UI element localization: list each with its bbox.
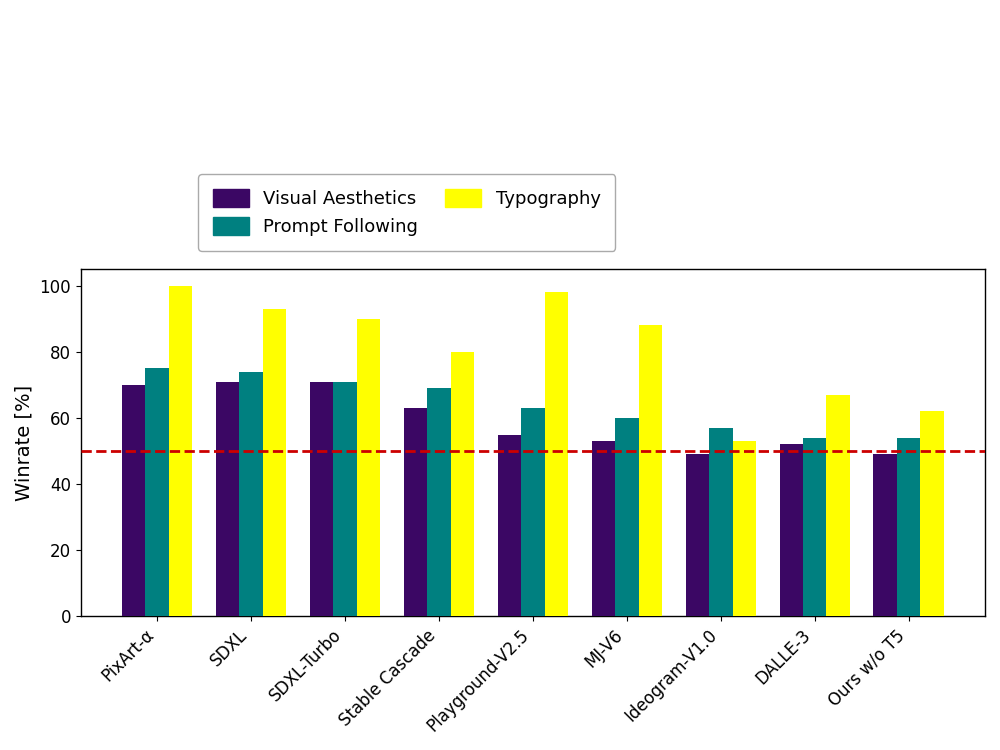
Bar bbox=[615, 418, 639, 616]
Bar bbox=[145, 368, 169, 616]
Bar bbox=[592, 441, 615, 616]
Bar bbox=[803, 438, 826, 616]
Bar bbox=[873, 454, 897, 616]
Bar bbox=[239, 372, 263, 616]
Bar bbox=[263, 309, 286, 616]
Bar bbox=[639, 326, 662, 616]
Bar bbox=[404, 408, 427, 616]
Bar bbox=[826, 394, 850, 616]
Bar bbox=[709, 428, 733, 616]
Legend: Visual Aesthetics, Prompt Following, Typography, : Visual Aesthetics, Prompt Following, Typ… bbox=[198, 174, 615, 250]
Bar bbox=[897, 438, 920, 616]
Bar bbox=[216, 382, 239, 616]
Bar bbox=[310, 382, 333, 616]
Bar bbox=[498, 434, 521, 616]
Bar bbox=[733, 441, 756, 616]
Bar bbox=[122, 385, 145, 616]
Bar bbox=[357, 319, 380, 616]
Bar bbox=[686, 454, 709, 616]
Bar bbox=[521, 408, 545, 616]
Bar bbox=[545, 292, 568, 616]
Bar bbox=[920, 412, 944, 616]
Bar bbox=[451, 352, 474, 616]
Bar bbox=[333, 382, 357, 616]
Bar bbox=[427, 388, 451, 616]
Bar bbox=[780, 445, 803, 616]
Bar bbox=[169, 286, 192, 616]
Y-axis label: Winrate [%]: Winrate [%] bbox=[15, 385, 34, 501]
